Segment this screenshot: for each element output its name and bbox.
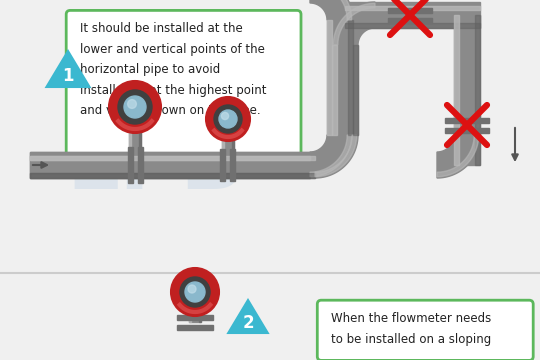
Bar [222,135,234,165]
Circle shape [206,97,250,141]
Circle shape [124,96,146,118]
Circle shape [127,100,137,108]
Bar [327,20,332,135]
Bar [388,8,432,13]
Circle shape [185,282,205,302]
Circle shape [214,105,242,133]
Polygon shape [310,0,352,20]
Bar [189,310,201,322]
Polygon shape [310,135,352,177]
Bar [345,2,480,28]
Polygon shape [310,135,353,178]
Text: 1: 1 [62,67,74,85]
Bar [332,45,336,135]
Polygon shape [315,135,357,177]
Polygon shape [46,51,90,87]
Bar [127,147,132,183]
Text: It should be installed at the
lower and vertical points of the
horizontal pipe t: It should be installed at the lower and … [80,22,267,117]
Bar [189,310,191,322]
Polygon shape [437,135,480,178]
Bar [199,310,201,322]
Bar [177,315,213,320]
Bar [30,156,310,161]
Text: LPB: LPB [66,125,244,206]
Circle shape [180,277,210,307]
Bar [327,20,353,135]
Bar [220,149,226,181]
Circle shape [188,285,196,293]
Bar [177,324,213,329]
Bar [445,117,489,122]
Bar [30,156,315,161]
Bar [138,147,143,183]
Bar [231,149,235,181]
Bar [475,15,480,165]
Circle shape [219,110,237,128]
Bar [454,15,458,165]
Circle shape [171,268,219,316]
Polygon shape [437,135,478,177]
Polygon shape [228,300,268,333]
Bar [445,127,489,132]
Circle shape [118,90,152,124]
Bar [30,152,315,178]
Bar [332,45,358,135]
Bar [222,135,224,165]
Bar [345,23,480,28]
Bar [139,125,141,165]
Polygon shape [332,2,375,45]
Text: When the flowmeter needs
to be installed on a sloping: When the flowmeter needs to be installed… [332,312,491,346]
Polygon shape [333,3,375,45]
Circle shape [109,81,161,133]
Bar [232,135,234,165]
Bar [348,20,353,135]
Bar [129,125,131,165]
FancyBboxPatch shape [66,10,301,166]
Bar [454,15,480,165]
Bar [129,125,141,165]
Bar [30,152,310,178]
Text: 2: 2 [242,314,254,332]
Bar [388,18,432,23]
Bar [345,6,480,10]
Polygon shape [315,135,358,178]
Circle shape [221,112,228,120]
FancyBboxPatch shape [318,300,533,360]
Bar [30,174,315,178]
Bar [30,174,310,178]
Bar [354,45,358,135]
Polygon shape [310,0,353,20]
